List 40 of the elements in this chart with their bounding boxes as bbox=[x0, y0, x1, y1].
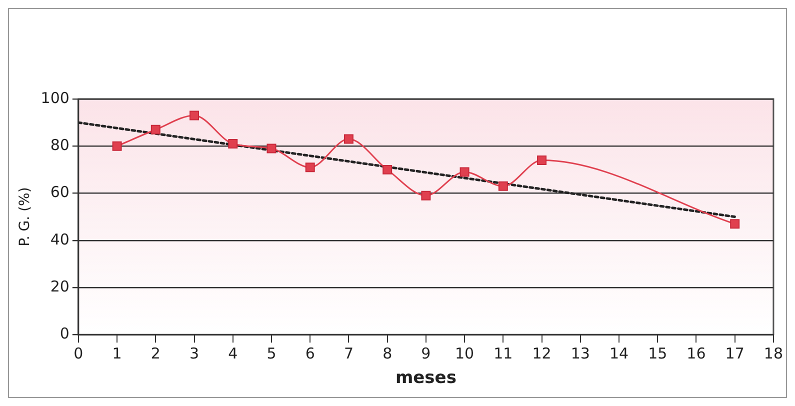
point bbox=[730, 219, 740, 229]
x-tick-label: 1 bbox=[112, 344, 122, 362]
x-axis-title: meses bbox=[395, 368, 456, 388]
point bbox=[498, 181, 508, 191]
point bbox=[305, 162, 315, 172]
point bbox=[460, 167, 470, 177]
point bbox=[266, 144, 276, 154]
y-tick-label: 40 bbox=[50, 230, 70, 248]
x-tick-label: 5 bbox=[266, 344, 276, 362]
point bbox=[228, 139, 238, 149]
x-tick-label: 10 bbox=[455, 344, 474, 362]
point bbox=[382, 164, 392, 174]
x-tick-label: 6 bbox=[305, 344, 315, 362]
x-tick-label: 7 bbox=[344, 344, 354, 362]
point bbox=[344, 134, 354, 144]
x-tick-label: 15 bbox=[648, 344, 668, 362]
x-tick-label: 4 bbox=[228, 344, 238, 362]
point bbox=[537, 156, 547, 165]
x-tick-label: 2 bbox=[150, 344, 160, 362]
x-tick-label: 0 bbox=[74, 344, 84, 362]
point bbox=[190, 110, 200, 120]
x-tick-label: 9 bbox=[421, 344, 431, 362]
y-tick-label: 0 bbox=[60, 324, 70, 342]
x-tick-label: 14 bbox=[609, 344, 629, 362]
y-tick-label: 80 bbox=[50, 136, 70, 154]
y-axis-title: P. G. (%) bbox=[17, 187, 34, 246]
x-tick-label: 13 bbox=[570, 344, 590, 362]
x-tick-label: 3 bbox=[189, 344, 200, 362]
x-tick-label: 8 bbox=[382, 344, 392, 362]
x-tick-label: 16 bbox=[686, 344, 706, 362]
point bbox=[150, 124, 160, 134]
y-tick-label: 60 bbox=[50, 183, 70, 202]
x-tick-label: 17 bbox=[725, 344, 744, 362]
y-tick-label: 100 bbox=[40, 88, 70, 107]
point bbox=[421, 190, 431, 200]
point bbox=[112, 141, 122, 151]
x-tick-label: 12 bbox=[532, 344, 552, 362]
x-tick-label: 18 bbox=[764, 344, 784, 362]
x-tick-label: 11 bbox=[494, 344, 513, 362]
y-tick-label: 20 bbox=[50, 277, 70, 296]
